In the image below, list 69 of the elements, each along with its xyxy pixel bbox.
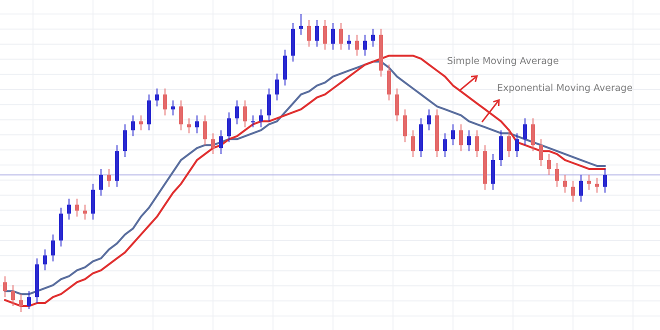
candlestick <box>211 132 215 155</box>
candlestick <box>195 114 199 134</box>
candlestick <box>411 130 415 158</box>
candlestick <box>371 28 375 48</box>
candlestick <box>347 34 351 50</box>
candlestick <box>259 108 263 128</box>
candlestick <box>67 198 71 220</box>
candlestick <box>403 108 407 143</box>
candlestick <box>587 174 591 190</box>
candlestick <box>443 132 447 158</box>
candlestick <box>43 248 47 271</box>
candlestick <box>467 130 471 152</box>
candlestick <box>19 294 23 312</box>
candlestick <box>531 118 535 152</box>
candlestick <box>323 19 327 50</box>
candlestick <box>171 100 175 116</box>
candlestick <box>147 94 151 131</box>
candlestick <box>235 100 239 125</box>
candlestick <box>283 49 287 86</box>
candlestick <box>595 177 599 194</box>
candlestick <box>315 19 319 48</box>
candlestick <box>75 198 79 218</box>
candlestick <box>227 112 231 143</box>
candlestick <box>219 130 223 155</box>
candlestick <box>179 100 183 131</box>
candlestick <box>427 108 431 131</box>
candlestick <box>83 204 87 220</box>
candlestick <box>579 174 583 202</box>
candlestick <box>203 114 207 146</box>
candlestick <box>163 88 167 116</box>
candlestick <box>563 174 567 194</box>
candlestick <box>547 154 551 176</box>
candlestick <box>491 154 495 190</box>
candlestick <box>3 276 7 298</box>
candlestick <box>267 88 271 122</box>
candlestick <box>523 118 527 146</box>
candlestick <box>475 130 479 158</box>
candlestick <box>275 73 279 101</box>
candlestick <box>507 130 511 158</box>
candlestick <box>603 168 607 194</box>
candlestick <box>363 34 367 56</box>
candlestick <box>99 168 103 196</box>
candlestick <box>299 14 303 36</box>
candlestick <box>27 290 31 310</box>
candlestick <box>243 100 247 128</box>
candlestick <box>11 284 15 307</box>
candlestick <box>251 114 255 128</box>
candlestick <box>387 64 391 101</box>
candlestick <box>107 168 111 188</box>
candlestick <box>499 130 503 166</box>
candlestick <box>339 22 343 50</box>
candlestick <box>51 234 55 262</box>
candlestick <box>91 183 95 220</box>
candlestick <box>307 19 311 48</box>
candlestick <box>131 114 135 137</box>
candlestick <box>515 132 519 158</box>
candlestick <box>155 88 159 107</box>
annotation: Simple Moving Average <box>447 56 559 67</box>
candlestick <box>331 22 335 50</box>
candlestick <box>355 34 359 56</box>
candlestick <box>539 138 543 166</box>
candlestick <box>139 114 143 131</box>
candlestick <box>571 180 575 202</box>
candlestick <box>451 124 455 146</box>
candlestick <box>395 88 399 122</box>
candlestick <box>123 124 127 158</box>
candlestick <box>555 162 559 188</box>
annotation: Exponential Moving Average <box>497 83 633 94</box>
candlestick <box>459 124 463 152</box>
